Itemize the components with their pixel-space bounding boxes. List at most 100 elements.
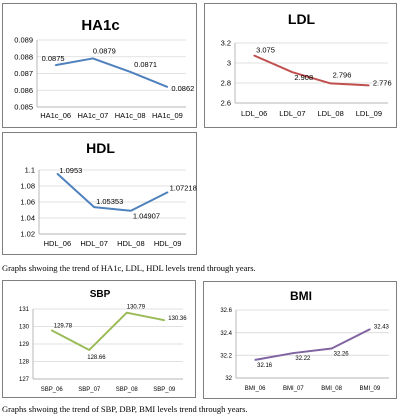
data-point — [93, 206, 95, 208]
data-point — [129, 71, 131, 73]
chart-title: LDL — [288, 11, 316, 27]
data-label: 32.26 — [334, 352, 350, 358]
data-label: 32.43 — [374, 324, 390, 330]
x-tick-label: HDL_07 — [80, 239, 108, 248]
x-tick-label: LDL_09 — [356, 109, 382, 118]
x-tick-label: SBP_08 — [116, 387, 139, 393]
data-label: 128.66 — [87, 355, 106, 361]
y-tick-label: 128 — [19, 360, 30, 366]
chart-title: HA1c — [81, 17, 119, 34]
chart-sbp: SBP 127 128 129 130 131 SBP_06 SBP_07 SBP_08 SBP_… — [2, 280, 196, 398]
y-tick-label: 1.08 — [20, 182, 35, 191]
data-label: 1.0953 — [59, 166, 82, 175]
data-label: 2.908 — [294, 73, 313, 82]
y-tick-label: 2.6 — [221, 99, 231, 108]
data-label: 1.05353 — [96, 197, 123, 206]
chart-title: SBP — [90, 289, 111, 300]
series-line — [254, 328, 371, 361]
data-point — [92, 57, 94, 60]
y-tick-label: 1.06 — [20, 198, 35, 207]
y-tick-label: 0.088 — [14, 52, 33, 61]
data-label: 129.78 — [54, 323, 73, 329]
x-tick-label: HA1c_09 — [152, 111, 183, 120]
data-label: 32.22 — [295, 356, 311, 362]
data-label: 0.0879 — [93, 46, 116, 55]
x-tick-label: SBP_07 — [78, 387, 101, 393]
data-point — [88, 349, 91, 351]
data-point — [166, 86, 169, 88]
y-tick-label: 3.2 — [221, 39, 231, 48]
x-tick-label: HA1c_08 — [115, 111, 146, 120]
y-tick-label: 131 — [19, 307, 30, 313]
data-point — [292, 352, 295, 354]
data-point — [125, 311, 128, 314]
data-point — [50, 329, 53, 332]
data-point — [330, 347, 333, 350]
chart-title: HDL — [86, 140, 115, 156]
data-point — [163, 319, 166, 321]
chart-ldl: LDL 2.6 2.8 3 3.2 LDL_06 LDL_07 LDL_08 LDL_09 3.0… — [204, 3, 397, 128]
x-tick-label: BMI_08 — [321, 386, 342, 392]
caption-bottom: Graphs shwoing the trend of SBP, DBP, BM… — [2, 404, 248, 414]
x-tick-label: SBP_06 — [41, 387, 64, 393]
y-tick-label: 0.086 — [14, 86, 33, 95]
x-tick-label: HDL_09 — [154, 239, 182, 248]
data-label: 32.16 — [257, 363, 273, 369]
data-point — [254, 359, 256, 361]
y-tick-label: 1.1 — [25, 166, 35, 175]
series-line — [253, 54, 369, 87]
y-tick-label: 1.04 — [20, 214, 35, 223]
data-label: 2.776 — [373, 78, 392, 87]
x-tick-label: LDL_06 — [241, 109, 267, 118]
x-tick-label: BMI_07 — [283, 386, 304, 392]
y-tick-label: 0.089 — [14, 36, 33, 45]
data-point — [54, 64, 57, 66]
data-label: 0.0871 — [134, 60, 157, 69]
y-tick-label: 2.8 — [221, 79, 231, 88]
data-label: 3.075 — [256, 46, 275, 55]
y-tick-label: 3 — [227, 59, 231, 68]
chart-ha1c: HA1c 0.085 0.086 0.087 0.088 0.089 HA1c_06 HA1c… — [2, 3, 197, 128]
data-point — [253, 54, 255, 57]
data-label: 130.36 — [168, 316, 187, 322]
y-tick-label: 32.2 — [220, 353, 232, 359]
y-tick-label: 0.085 — [14, 103, 33, 112]
x-tick-label: HA1c_07 — [77, 111, 108, 120]
data-point — [130, 209, 132, 212]
data-point — [56, 172, 59, 175]
y-tick-label: 129 — [19, 342, 30, 348]
data-label: 130.79 — [127, 305, 146, 311]
chart-title: BMI — [290, 289, 312, 303]
data-label: 0.0862 — [171, 84, 194, 93]
y-tick-label: 130 — [19, 325, 30, 331]
data-point — [369, 328, 371, 331]
x-tick-label: SBP_09 — [153, 387, 176, 393]
caption-top: Graphs shwoing the trend of HA1c, LDL, H… — [2, 263, 256, 273]
data-point — [329, 82, 332, 85]
y-tick-label: 32 — [225, 376, 232, 382]
x-tick-label: HDL_06 — [44, 239, 72, 248]
data-point — [291, 71, 294, 73]
y-tick-label: 0.087 — [14, 69, 33, 78]
chart-bmi: BMI 32 32.2 32.4 32.6 BMI_06 BMI_07 BMI_08 BMI_0… — [203, 281, 397, 399]
series-line — [56, 173, 169, 212]
series-line — [51, 311, 165, 351]
data-point — [368, 84, 370, 87]
data-label: 2.796 — [333, 70, 352, 79]
y-tick-label: 32.4 — [220, 331, 232, 337]
y-tick-label: 1.02 — [20, 230, 35, 239]
x-tick-label: HDL_08 — [117, 239, 145, 248]
chart-hdl: HDL 1.02 1.04 1.06 1.08 1.1 HDL_06 HDL_07 HDL_08… — [2, 132, 197, 255]
x-tick-label: LDL_08 — [317, 109, 343, 118]
data-label: 1.04907 — [133, 212, 160, 221]
series-line — [55, 57, 168, 88]
data-label: 1.07218 — [170, 183, 197, 192]
x-tick-label: BMI_09 — [360, 386, 381, 392]
y-tick-label: 127 — [19, 377, 30, 383]
y-tick-label: 32.6 — [220, 308, 232, 314]
data-label: 0.0875 — [42, 54, 65, 63]
x-tick-label: HA1c_06 — [40, 111, 71, 120]
x-tick-label: LDL_07 — [279, 109, 305, 118]
data-point — [166, 191, 169, 194]
x-tick-label: BMI_06 — [245, 386, 266, 392]
